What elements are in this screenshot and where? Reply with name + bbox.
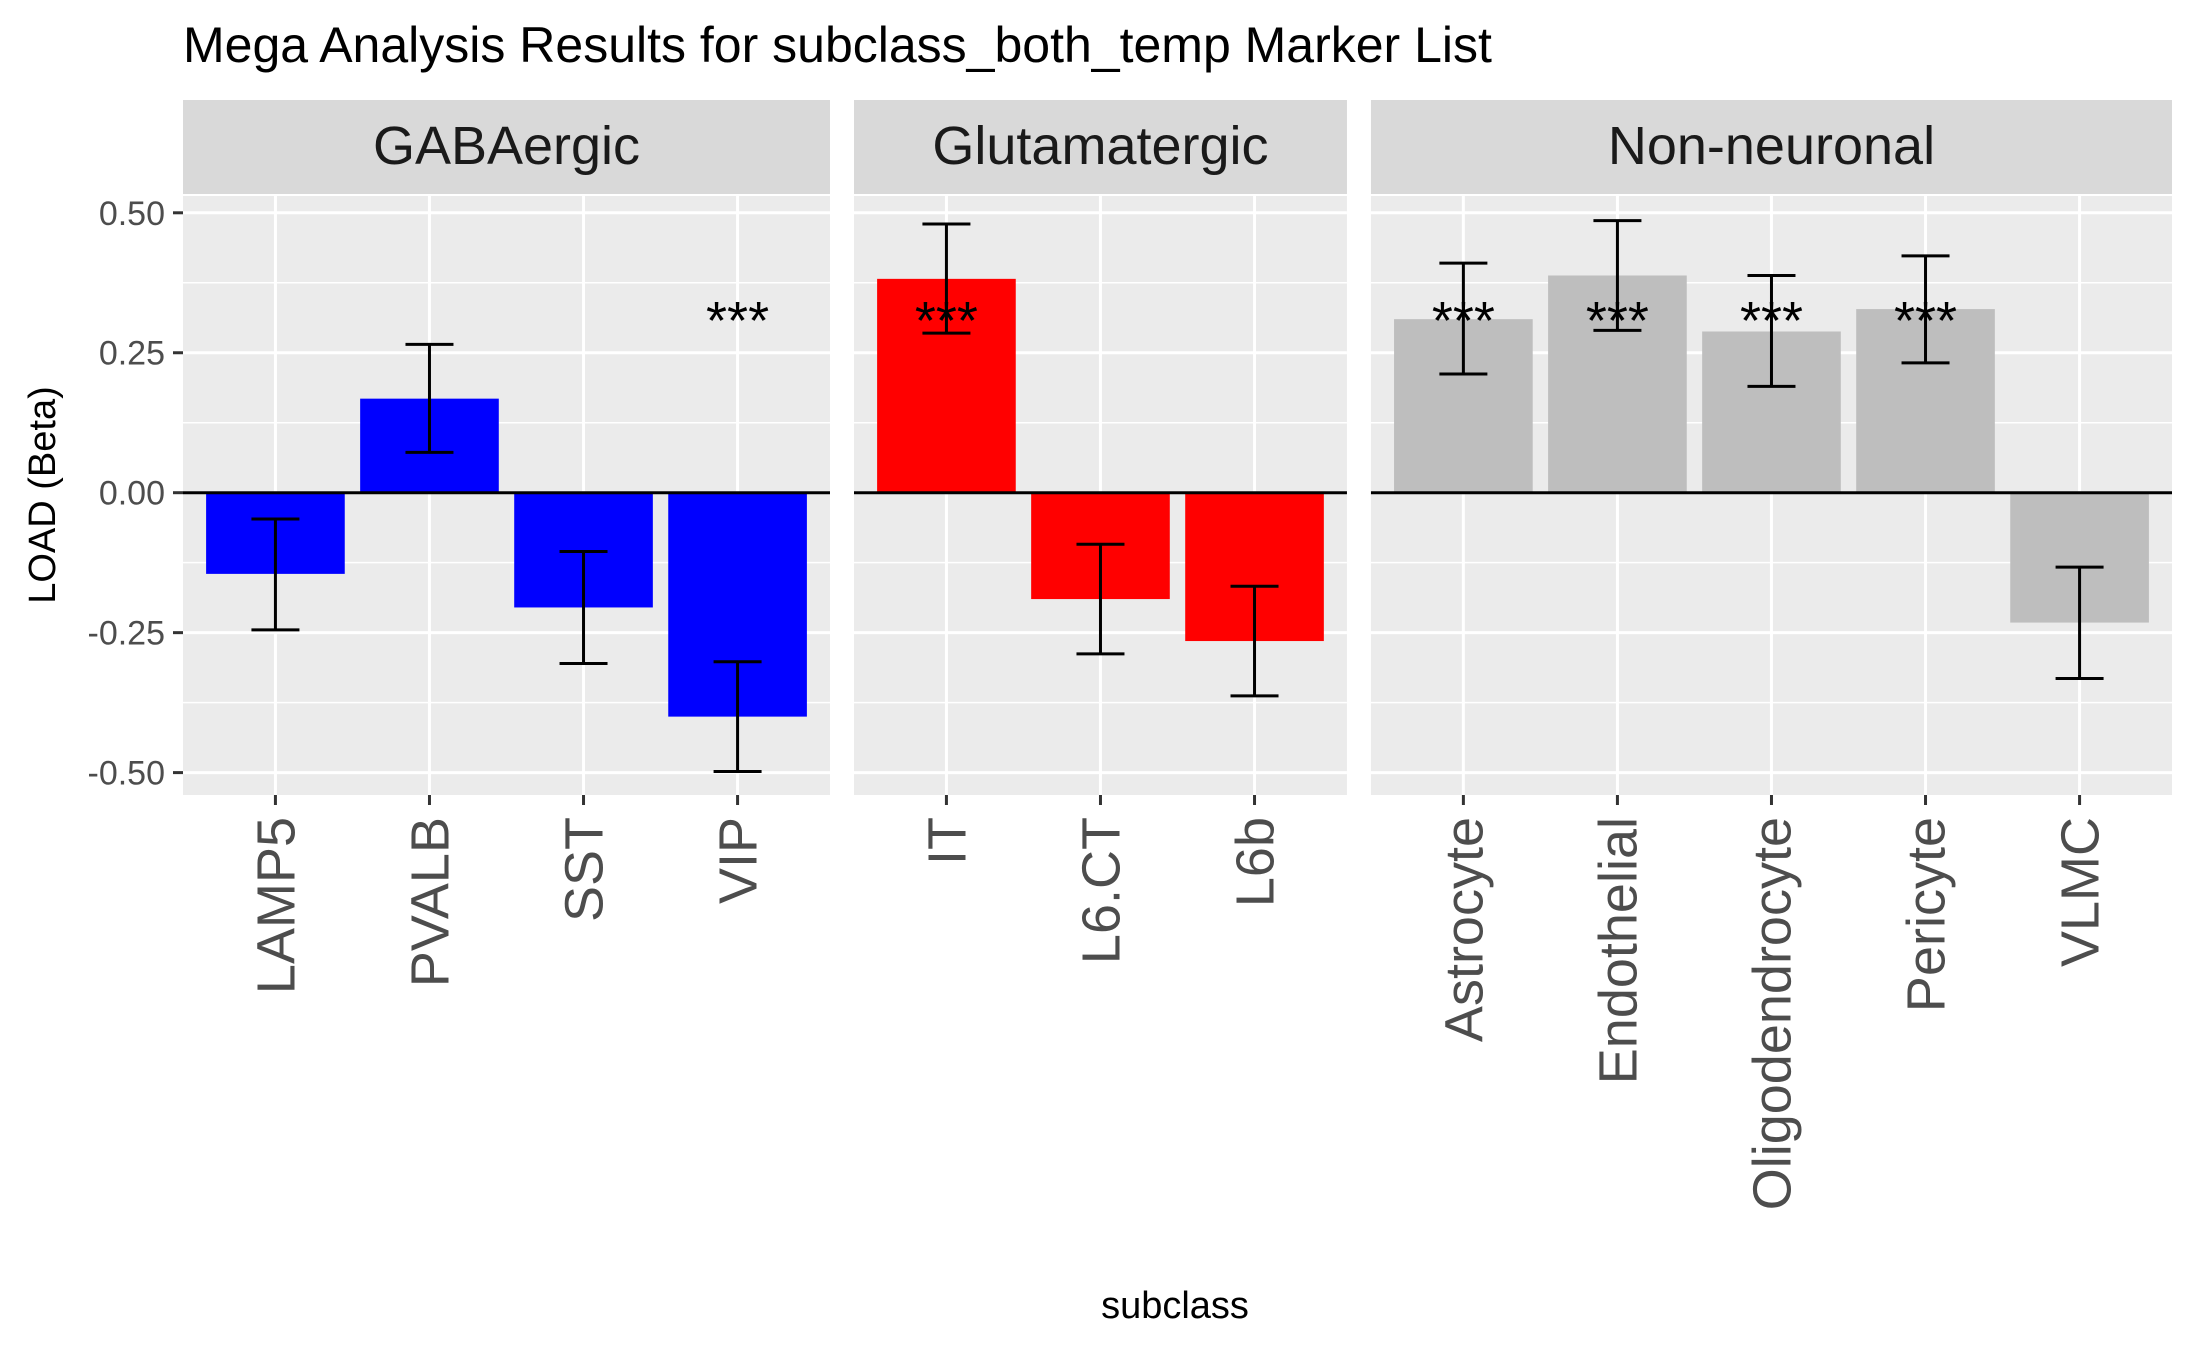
y-tick-label: -0.50: [88, 755, 166, 793]
x-tick-label: L6b: [1226, 817, 1286, 907]
x-tick-label: SST: [555, 817, 615, 922]
error-bar: [1230, 584, 1279, 698]
x-tick-label: Astrocyte: [1434, 817, 1494, 1042]
y-tick-label: -0.25: [88, 615, 166, 653]
y-tick-label: 0.50: [99, 195, 165, 233]
significance-label: ***: [1894, 291, 1957, 351]
significance-label: ***: [706, 291, 769, 351]
x-tick-label: Endothelial: [1588, 817, 1648, 1084]
y-axis-label: LOAD (Beta): [22, 386, 64, 604]
x-tick-label: VIP: [709, 817, 769, 904]
error-bar: [922, 222, 971, 335]
x-tick-label: LAMP5: [246, 817, 306, 994]
facet-strip: [1370, 100, 2172, 194]
significance-label: ***: [1740, 291, 1803, 351]
facet-strip: [854, 100, 1347, 194]
facet-strip-label: GABAergic: [373, 116, 640, 176]
error-bar: [2055, 565, 2104, 681]
x-tick-label: PVALB: [400, 817, 460, 987]
y-tick-label: 0.00: [99, 475, 165, 513]
x-tick-label: VLMC: [2051, 817, 2111, 967]
facet-strip-label: Non-neuronal: [1608, 116, 1935, 176]
y-tick-label: 0.25: [99, 335, 165, 373]
error-bar: [405, 342, 454, 454]
error-bar: [1076, 542, 1125, 656]
facet-strip-label: Glutamatergic: [932, 116, 1268, 176]
x-tick-label: Pericyte: [1897, 817, 1957, 1012]
facet-strip: [183, 100, 830, 194]
error-bar: [1439, 261, 1488, 376]
significance-label: ***: [1432, 291, 1495, 351]
y-axis: 0.50 0.25 0.00 -0.25 -0.50: [88, 195, 183, 793]
error-bar: [713, 660, 762, 773]
facet-panels: GABAergic *** LAMP5 PVALB SST VIP Glutamatergi…: [183, 100, 2172, 1210]
chart-title: Mega Analysis Results for subclass_both_…: [183, 17, 1492, 73]
facet-panel-gabaergic: GABAergic *** LAMP5 PVALB SST VIP: [183, 100, 830, 994]
significance-label: ***: [1586, 291, 1649, 351]
error-bar: [1747, 273, 1796, 388]
x-tick-label: L6.CT: [1071, 817, 1131, 964]
x-axis-label: subclass: [1101, 1285, 1249, 1327]
error-bar: [559, 549, 608, 665]
x-tick-label: IT: [917, 817, 977, 865]
error-bar: [251, 517, 300, 632]
x-tick-label: Oligodendrocyte: [1742, 817, 1802, 1210]
error-bar: [1593, 219, 1642, 332]
significance-label: ***: [915, 291, 978, 351]
facet-panel-glutamatergic: Glutamatergic *** IT L6.CT L6b: [854, 100, 1347, 964]
facet-panel-non-neuronal: Non-neuronal *** *** *** *** Astrocyte Endothe…: [1370, 100, 2172, 1210]
error-bar: [1901, 254, 1950, 365]
